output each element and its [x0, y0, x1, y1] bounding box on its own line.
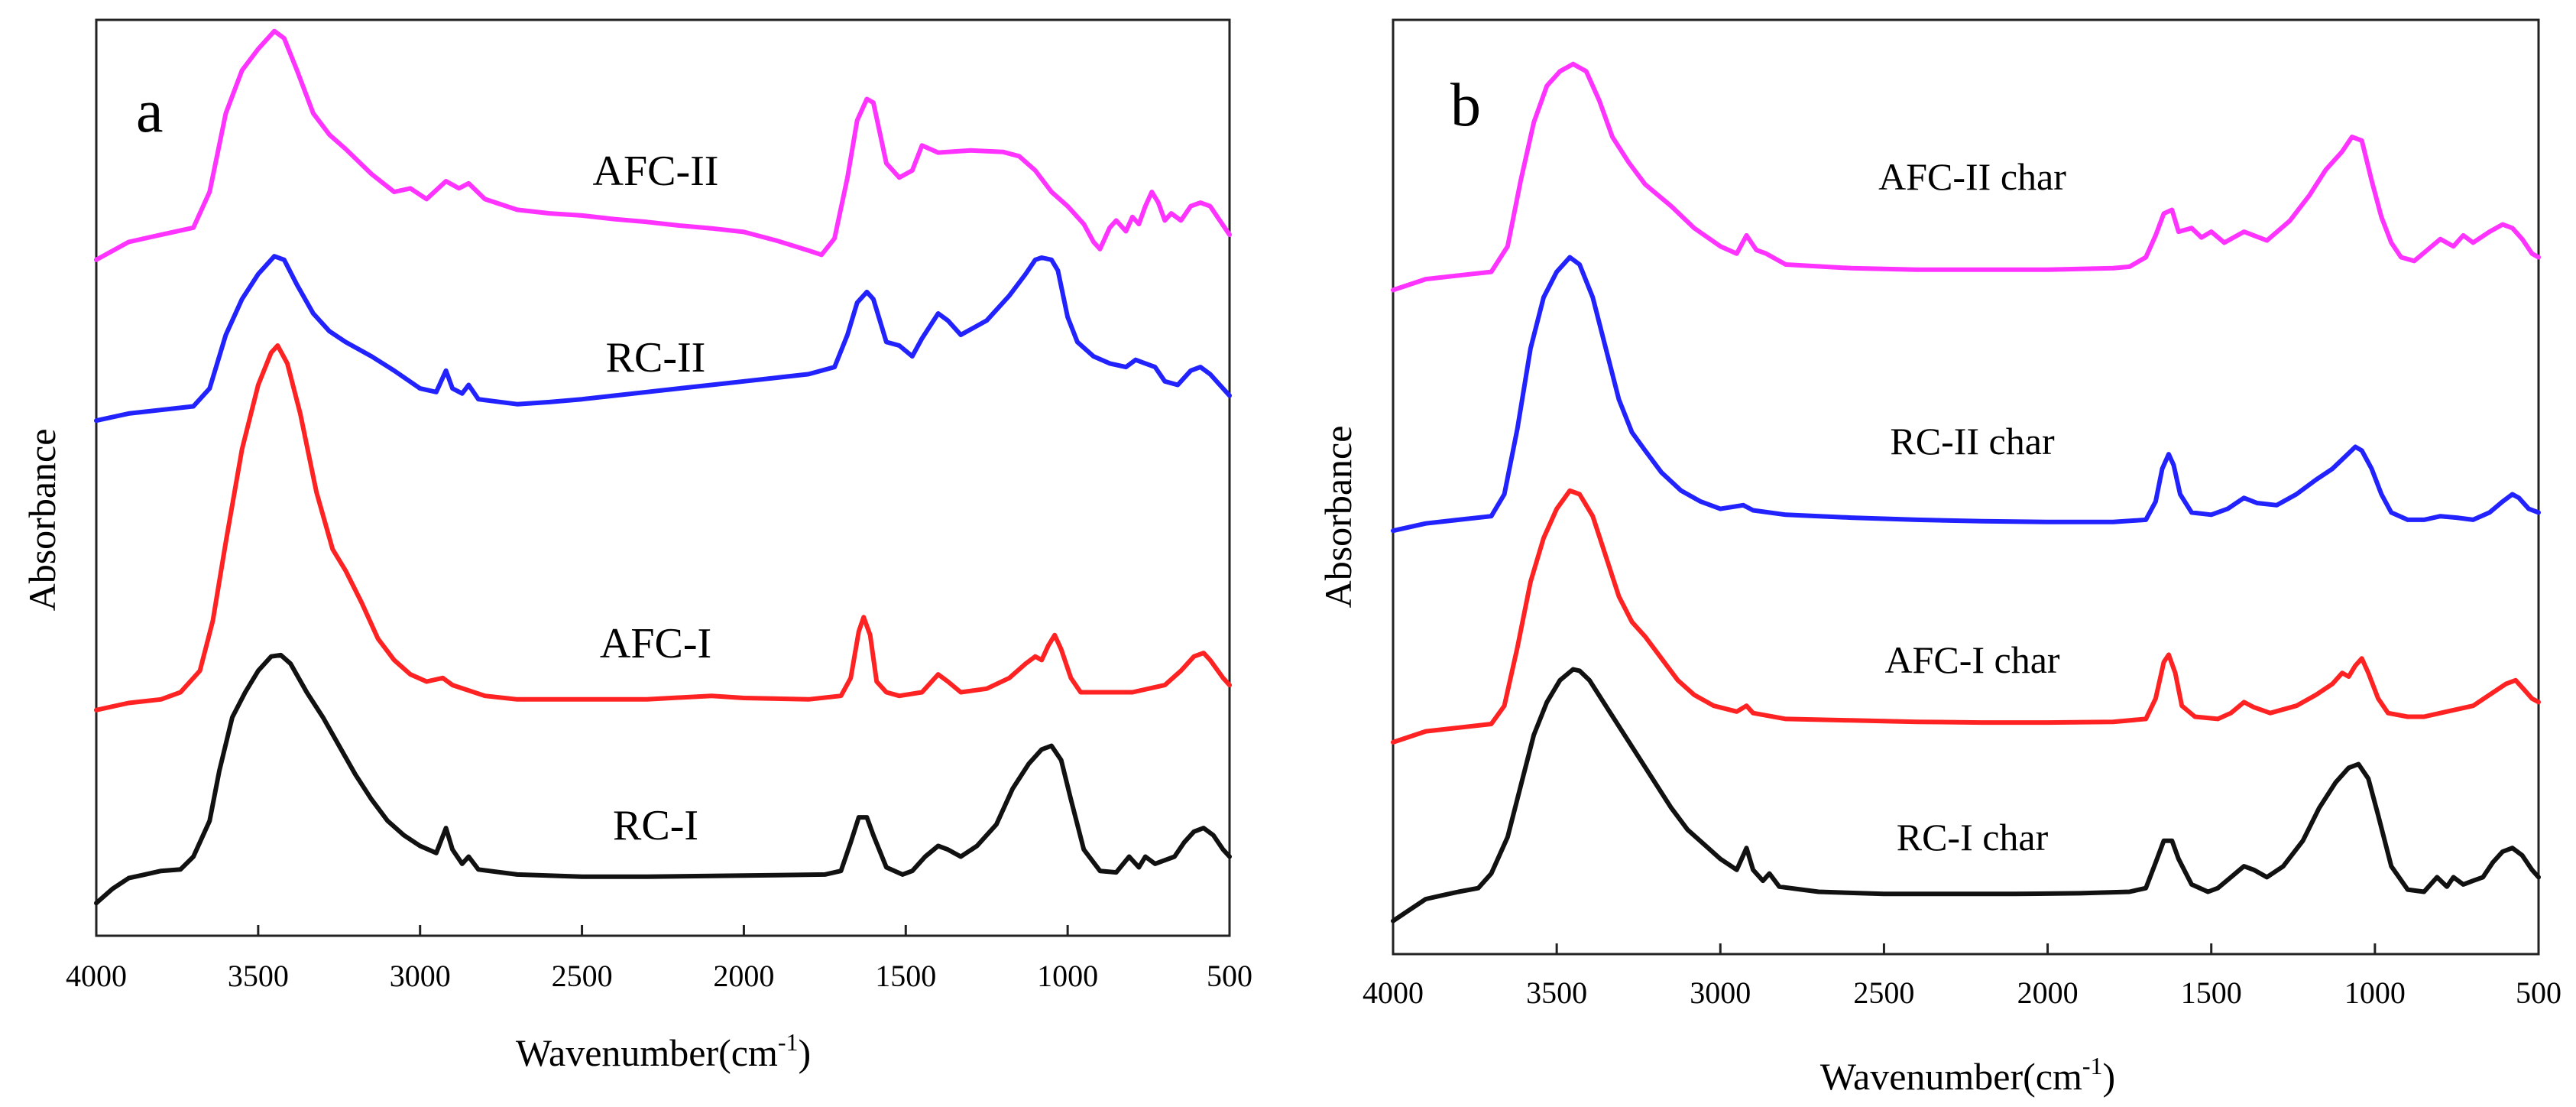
panel-a-letter: a [136, 78, 164, 145]
panel-a-x-tick-label-500: 500 [1207, 959, 1252, 993]
panel-a-x-axis-title-sup: -1 [778, 1028, 799, 1056]
panel-a-label-afc-i: AFC-I [600, 620, 711, 667]
panel-a-y-axis-title: Absorbance [21, 429, 63, 612]
panel-a-trace-afc-i [94, 343, 1232, 713]
panel-a-x-tick-label-1500: 1500 [875, 959, 936, 993]
panel-a-x-tick-label-1000: 1000 [1037, 959, 1098, 993]
panel-a-trace-rc-i [94, 652, 1232, 906]
panel-a-x-axis-title-end: ) [799, 1031, 812, 1074]
panel-a-x-tick-label-2500: 2500 [552, 959, 613, 993]
panel-b-x-axis-title-end: ) [2103, 1055, 2116, 1098]
panel-b-label-afc-ii-char: AFC-II char [1878, 155, 2066, 198]
panel-b-x-axis-title: Wavenumber(cm-1) [1820, 1052, 2115, 1098]
panel-a-label-afc-ii: AFC-II [593, 148, 719, 195]
panel-a-x-axis-title-main: Wavenumber(cm [516, 1031, 778, 1074]
panel-b-x-axis-title-sup: -1 [2082, 1052, 2103, 1079]
panel-a-trace-afc-ii [94, 28, 1232, 262]
panel-a-label-rc-ii: RC-II [606, 334, 706, 381]
panel-a-label-rc-i: RC-I [613, 802, 698, 849]
panel-b-trace-rc-ii-char [1391, 255, 2541, 534]
panel-a-x-axis-title: Wavenumber(cm-1) [516, 1028, 811, 1074]
panel-a-plot-frame [95, 18, 1231, 937]
panel-b-label-rc-i-char: RC-I char [1897, 816, 2049, 859]
panel-a-x-tick-label-3000: 3000 [390, 959, 451, 993]
panel-b-y-axis-title: Absorbance [1317, 426, 1359, 609]
panel-b-x-ticks: 4000 3500 3000 2500 2000 1500 1000 500 [1363, 943, 2561, 1010]
panel-b-x-tick-label-2500: 2500 [1853, 976, 1914, 1010]
panel-a: 4000 3500 3000 2500 2000 1500 1000 500 a Absorb… [21, 18, 1252, 1074]
panel-a-traces [94, 28, 1232, 906]
panel-b-letter: b [1450, 72, 1481, 139]
panel-b-x-tick-label-4000: 4000 [1363, 976, 1424, 1010]
panel-b-traces [1391, 61, 2541, 924]
panel-b-trace-afc-ii-char [1391, 61, 2541, 293]
panel-a-x-tick-label-4000: 4000 [66, 959, 127, 993]
panel-b-x-tick-label-2000: 2000 [2017, 976, 2079, 1010]
panel-b-trace-rc-i-char [1391, 667, 2541, 924]
panel-b-x-axis-title-main: Wavenumber(cm [1820, 1055, 2082, 1098]
panel-b: 4000 3500 3000 2500 2000 1500 1000 500 b Absorb… [1317, 18, 2561, 1098]
panel-b-x-tick-label-3500: 3500 [1526, 976, 1587, 1010]
panel-b-x-tick-label-3000: 3000 [1690, 976, 1751, 1010]
panel-b-x-tick-label-1500: 1500 [2181, 976, 2242, 1010]
panel-a-x-ticks: 4000 3500 3000 2500 2000 1500 1000 500 [66, 925, 1252, 993]
panel-b-label-afc-i-char: AFC-I char [1884, 638, 2059, 681]
panel-b-x-tick-label-500: 500 [2516, 976, 2561, 1010]
panel-b-trace-afc-i-char [1391, 488, 2541, 745]
panel-b-x-tick-label-1000: 1000 [2344, 976, 2406, 1010]
panel-a-x-tick-label-3500: 3500 [228, 959, 289, 993]
panel-b-plot-frame [1392, 18, 2540, 956]
panel-b-label-rc-ii-char: RC-II char [1890, 420, 2055, 463]
panel-a-x-tick-label-2000: 2000 [713, 959, 774, 993]
panel-a-trace-rc-ii [94, 254, 1232, 424]
